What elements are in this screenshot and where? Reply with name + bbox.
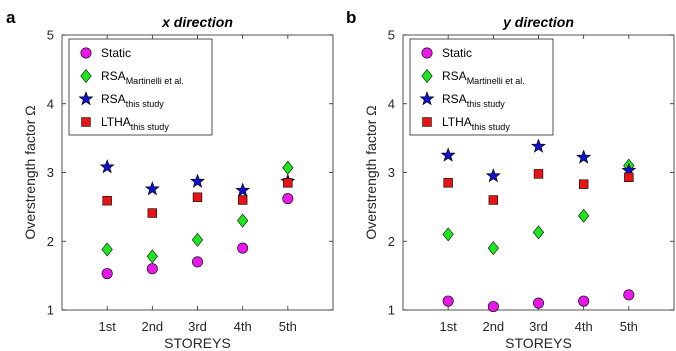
x-tick-label: 2nd (482, 319, 504, 334)
y-tick-label: 5 (388, 28, 395, 43)
chart-title: x direction (161, 14, 233, 30)
x-tick-label: 5th (620, 319, 638, 334)
legend-marker-square (422, 117, 432, 127)
x-tick-label: 2nd (141, 319, 163, 334)
y-tick-label: 5 (47, 28, 54, 43)
data-point (237, 195, 248, 205)
data-point (282, 193, 294, 205)
data-point (283, 178, 293, 188)
y-axis-label: Overstrength factor Ω (22, 105, 38, 239)
data-point (191, 232, 204, 247)
legend: Static RSAMartinelli et al. RSAthis study L… (68, 38, 213, 136)
legend-marker-star (78, 91, 94, 106)
y-axis-label: Overstrength factor Ω (363, 105, 379, 239)
data-point (443, 178, 453, 188)
data-point (533, 169, 544, 179)
data-point (192, 192, 203, 202)
legend-entry: LTHAthis study (442, 115, 510, 132)
x-tick-label: 3rd (529, 319, 548, 334)
x-tick-label: 5th (279, 319, 297, 334)
y-tick-label: 2 (388, 234, 395, 249)
data-point (190, 173, 205, 188)
y-tick-label: 3 (47, 165, 54, 180)
data-point (442, 295, 454, 307)
data-point (146, 249, 158, 264)
legend: Static RSAMartinelli et al. RSAthis study L… (409, 38, 554, 136)
series-diamond (442, 158, 635, 256)
data-point (237, 242, 249, 254)
series-square (443, 169, 634, 205)
data-point (485, 168, 501, 183)
legend-entry: RSAMartinelli et al. (101, 69, 184, 86)
x-axis-label: STOREYS (505, 335, 572, 351)
panel-letter: b (346, 8, 356, 27)
legend-entry: RSAMartinelli et al. (442, 69, 525, 86)
x-tick-label: 1st (439, 319, 457, 334)
series-diamond (101, 160, 294, 264)
y-tick-label: 1 (47, 303, 54, 318)
data-point (147, 208, 158, 218)
y-tick-label: 4 (47, 96, 54, 111)
legend-entry: RSAthis study (442, 92, 505, 109)
data-point (578, 295, 590, 307)
legend-box (409, 38, 554, 136)
data-point (576, 149, 592, 164)
legend-box (68, 38, 213, 136)
series-star (440, 138, 637, 183)
data-point (237, 213, 249, 228)
legend-entry: LTHAthis study (101, 115, 169, 132)
y-tick-label: 2 (47, 234, 54, 249)
x-tick-label: 4th (234, 319, 252, 334)
data-point (101, 242, 113, 257)
data-point (532, 297, 544, 309)
data-point (624, 172, 634, 183)
data-point (99, 159, 115, 174)
series-circle (101, 193, 294, 280)
legend-marker-square (81, 117, 91, 127)
y-tick-label: 3 (388, 165, 395, 180)
series-circle (442, 289, 635, 313)
chart-title: y direction (502, 14, 574, 30)
data-point (487, 301, 499, 313)
data-point (102, 195, 112, 206)
legend-marker-diamond (421, 69, 433, 83)
panel-letter: a (6, 8, 16, 27)
data-point (578, 208, 590, 223)
data-point (235, 182, 251, 197)
data-point (101, 268, 113, 280)
data-point (532, 225, 545, 240)
x-axis-label: STOREYS (164, 335, 231, 351)
legend-marker-diamond (80, 69, 92, 83)
data-point (578, 179, 589, 189)
legend-entry: Static (101, 46, 131, 60)
chart-panel-a: 1 2 3 4 5 1st 2nd 3rd 4th 5th STOREYS Overstrength … (6, 8, 334, 351)
x-tick-label: 3rd (188, 319, 207, 334)
data-point (488, 195, 499, 205)
legend-marker-circle (421, 47, 433, 59)
data-point (623, 289, 635, 301)
data-point (146, 263, 158, 275)
chart-panel-b: 1 2 3 4 5 1st 2nd 3rd 4th 5th STOREYS Overstrength … (346, 8, 675, 351)
y-tick-label: 1 (388, 303, 395, 318)
x-tick-label: 1st (98, 319, 116, 334)
data-point (442, 227, 454, 242)
y-tick-label: 4 (388, 96, 395, 111)
legend-marker-circle (80, 47, 92, 59)
series-square (102, 178, 293, 218)
legend-entry: RSAthis study (101, 92, 164, 109)
data-point (531, 138, 546, 153)
data-point (487, 241, 499, 256)
data-point (440, 147, 456, 162)
data-point (144, 181, 160, 196)
x-tick-label: 4th (575, 319, 593, 334)
legend-entry: Static (442, 46, 472, 60)
data-point (192, 256, 204, 268)
legend-marker-star (419, 91, 435, 106)
